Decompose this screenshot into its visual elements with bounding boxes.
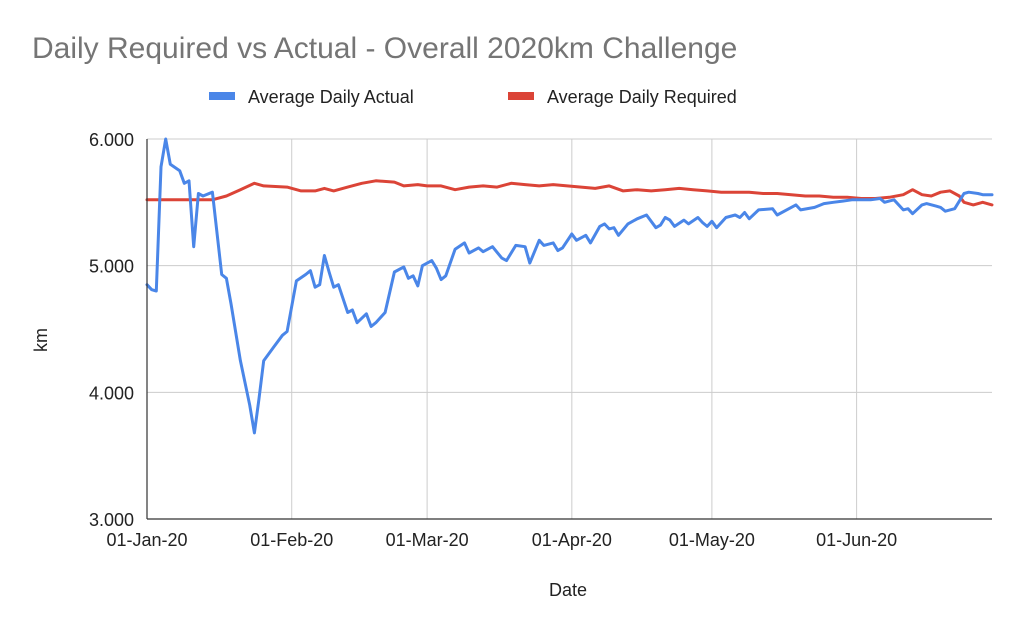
- y-tick-label: 4.000: [89, 383, 134, 403]
- x-tick-label: 01-May-20: [669, 530, 755, 550]
- y-axis-ticks: 3.000 4.000 5.000 6.000: [89, 130, 134, 530]
- series-lines: [145, 137, 994, 435]
- y-tick-label: 5.000: [89, 257, 134, 277]
- legend: Average Daily Actual Average Daily Requi…: [209, 87, 737, 107]
- legend-swatch-actual: [209, 92, 235, 100]
- x-tick-label: 01-Jun-20: [816, 530, 897, 550]
- legend-label-required: Average Daily Required: [547, 87, 737, 107]
- series-line-actual: [145, 137, 994, 435]
- x-tick-label: 01-Feb-20: [250, 530, 333, 550]
- x-tick-label: 01-Jan-20: [106, 530, 187, 550]
- x-tick-label: 01-Mar-20: [386, 530, 469, 550]
- x-tick-label: 01-Apr-20: [532, 530, 612, 550]
- grid-lines: [147, 138, 992, 519]
- y-axis-label: km: [31, 328, 51, 352]
- series-line-required: [145, 179, 994, 207]
- axes: [146, 139, 992, 520]
- chart-title: Daily Required vs Actual - Overall 2020k…: [32, 32, 737, 65]
- x-axis-ticks: 01-Jan-20 01-Feb-20 01-Mar-20 01-Apr-20 01-M…: [106, 530, 897, 550]
- y-tick-label: 6.000: [89, 130, 134, 150]
- x-axis-label: Date: [549, 580, 587, 600]
- legend-swatch-required: [508, 92, 534, 100]
- legend-label-actual: Average Daily Actual: [248, 87, 414, 107]
- y-tick-label: 3.000: [89, 510, 134, 530]
